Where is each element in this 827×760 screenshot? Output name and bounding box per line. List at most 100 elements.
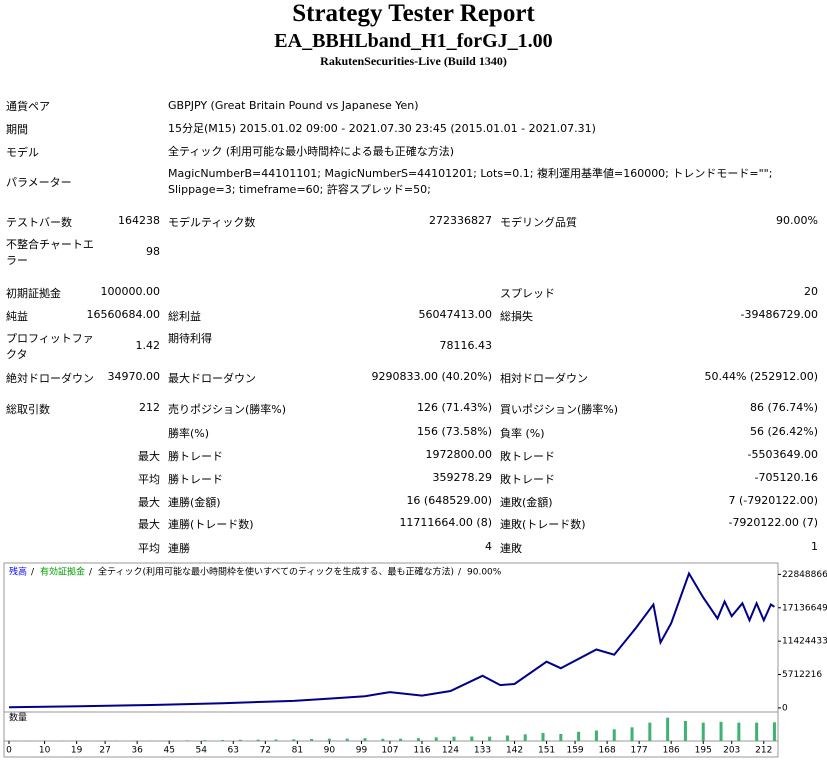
legend-entry: 残高 — [9, 566, 27, 578]
volume-bar — [345, 738, 349, 741]
volume-bar — [381, 738, 385, 741]
stat-label: 勝トレード — [168, 450, 223, 463]
volume-bar — [630, 727, 634, 741]
x-tick-label: 159 — [566, 746, 583, 756]
stat-label: 相対ドローダウン — [500, 372, 588, 385]
stat-label: テストバー数 — [6, 216, 72, 229]
legend-entry: 有効証拠金 — [40, 566, 85, 578]
x-tick-label: 27 — [99, 746, 110, 756]
volume-bar — [149, 740, 153, 741]
stat-label: 負率 (%) — [500, 427, 545, 440]
volume-bar — [452, 736, 456, 741]
stat-label: 連敗(トレード数) — [500, 518, 586, 531]
volume-bar — [505, 735, 509, 741]
stat-label: プロフィットファクタ — [6, 332, 94, 361]
x-tick-label: 36 — [131, 746, 143, 756]
volume-bar — [434, 737, 438, 741]
volume-bar — [363, 738, 367, 741]
volume-bar — [772, 722, 776, 741]
stat-value: -705120.16 — [754, 471, 818, 484]
stat-label: 勝トレード — [168, 473, 223, 486]
volume-bar — [577, 731, 581, 741]
x-tick-label: 124 — [442, 746, 459, 756]
stat-value: 11711664.00 (8) — [399, 516, 492, 529]
chart-frame — [3, 562, 779, 758]
volume-bar — [274, 739, 278, 741]
stat-label: 総損失 — [500, 310, 533, 323]
stat-value: 4 — [485, 540, 492, 553]
stat-value: 1972800.00 — [425, 448, 492, 461]
stat-value: -39486729.00 — [740, 308, 818, 321]
stat-label: 連勝 — [168, 542, 190, 555]
stat-label: 初期証拠金 — [6, 287, 61, 300]
stat-value: 平均 — [138, 473, 160, 486]
y-tick-label: 22848866 — [782, 570, 827, 580]
x-tick-label: 19 — [71, 746, 83, 756]
stat-label: 総利益 — [168, 310, 201, 323]
stat-label: 絶対ドローダウン — [6, 372, 94, 385]
report-subtitle: EA_BBHLband_H1_forGJ_1.00 — [274, 30, 553, 52]
x-tick-label: 0 — [6, 746, 12, 756]
y-tick-label: 11424433 — [782, 637, 827, 647]
volume-bar — [327, 738, 331, 741]
stat-value: 16560684.00 — [86, 308, 160, 321]
report-build: RakutenSecurities-Live (Build 1340) — [320, 54, 507, 68]
x-tick-label: 63 — [228, 746, 239, 756]
info-value: 15分足(M15) 2015.01.02 09:00 - 2021.07.30 … — [168, 122, 596, 135]
volume-bar — [755, 722, 759, 741]
stat-label: 敗トレード — [500, 473, 555, 486]
stat-value: 56 (26.42%) — [749, 425, 818, 438]
volume-bar — [719, 721, 723, 741]
volume-bar — [541, 733, 545, 741]
stat-label: 連勝(金額) — [168, 496, 221, 509]
y-tick-label: 5712216 — [782, 670, 822, 680]
volume-bar — [132, 740, 136, 741]
volume-bar — [185, 740, 189, 741]
volume-bar — [203, 740, 207, 741]
x-tick-label: 142 — [506, 746, 523, 756]
stat-value: 1.42 — [135, 339, 161, 352]
stat-value: 平均 — [138, 542, 160, 555]
x-tick-label: 72 — [260, 746, 271, 756]
x-tick-label: 54 — [196, 746, 208, 756]
legend-sep: / — [458, 568, 462, 578]
stat-label: 売りポジション(勝率%) — [168, 403, 287, 416]
x-tick-label: 133 — [474, 746, 491, 756]
legend-sep: / — [89, 568, 93, 578]
x-tick-label: 10 — [39, 746, 51, 756]
stat-value: 156 (73.58%) — [416, 425, 492, 438]
volume-bar — [416, 738, 420, 741]
x-tick-label: 116 — [413, 746, 430, 756]
volume-bar — [559, 734, 563, 741]
info-label: 期間 — [6, 123, 28, 136]
info-value: 全ティック (利用可能な最小時間枠による最も正確な方法) — [168, 145, 455, 158]
stat-value: 34970.00 — [107, 370, 161, 383]
volume-bar — [470, 736, 474, 741]
volume-bar — [399, 738, 403, 741]
stat-value: -5503649.00 — [747, 448, 818, 461]
volume-label: 数量 — [9, 712, 27, 724]
stat-value: 212 — [139, 401, 160, 414]
x-tick-label: 195 — [695, 746, 712, 756]
stat-value: 最大 — [138, 518, 160, 531]
stat-label: 純益 — [6, 310, 28, 323]
y-tick-label: 0 — [782, 703, 788, 713]
volume-bar — [256, 739, 260, 741]
stat-value: 359278.29 — [432, 471, 493, 484]
stat-label: 最大ドローダウン — [168, 372, 256, 385]
x-tick-label: 81 — [292, 746, 303, 756]
info-label: 通貨ペア — [6, 100, 50, 113]
stat-label: 総取引数 — [6, 403, 50, 416]
volume-bar — [238, 739, 242, 741]
x-tick-label: 212 — [755, 746, 772, 756]
info-label: モデル — [6, 146, 39, 159]
stat-value: 164238 — [118, 214, 160, 227]
stat-value: 最大 — [138, 450, 160, 463]
volume-bar — [114, 740, 118, 741]
volume-bar — [648, 722, 652, 741]
report-title: Strategy Tester Report — [292, 0, 535, 27]
stat-value: 100000.00 — [100, 285, 161, 298]
legend-entry: 90.00% — [467, 568, 502, 578]
stat-label: 連敗(金額) — [500, 496, 553, 509]
